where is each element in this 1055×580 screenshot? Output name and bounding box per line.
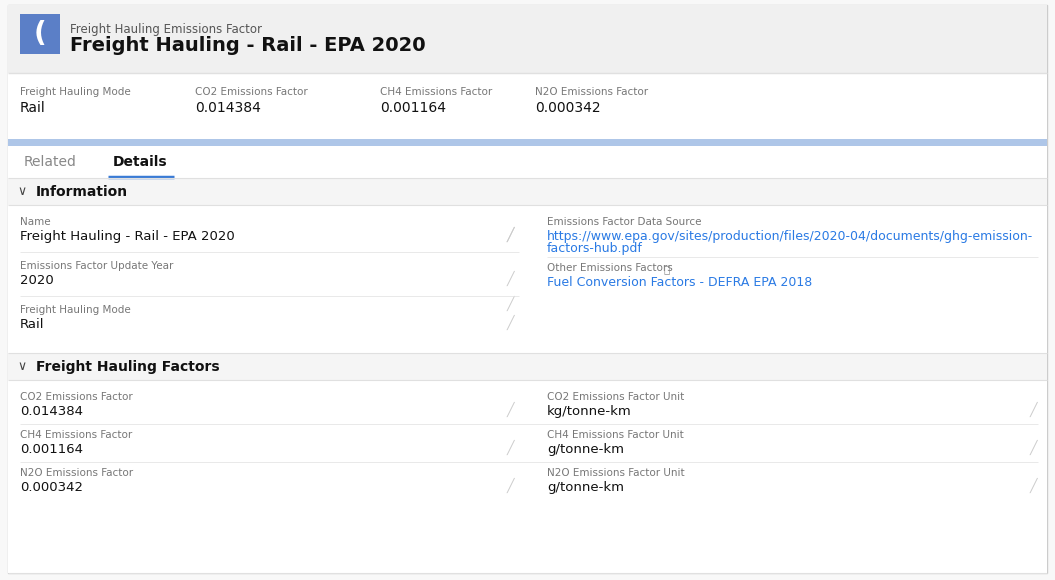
Text: Rail: Rail [20, 101, 45, 115]
Text: ╱: ╱ [507, 401, 515, 416]
Text: CO2 Emissions Factor: CO2 Emissions Factor [20, 392, 133, 402]
Text: ⓘ: ⓘ [663, 264, 669, 274]
Text: CH4 Emissions Factor: CH4 Emissions Factor [20, 430, 132, 440]
Text: Name: Name [20, 217, 51, 227]
Text: 0.014384: 0.014384 [20, 405, 83, 418]
Text: N2O Emissions Factor Unit: N2O Emissions Factor Unit [546, 468, 685, 478]
Text: ╱: ╱ [1030, 477, 1037, 492]
Text: factors-hub.pdf: factors-hub.pdf [546, 242, 642, 255]
Bar [8, 5, 1047, 73]
Bar [8, 73, 1047, 139]
Text: CH4 Emissions Factor Unit: CH4 Emissions Factor Unit [546, 430, 684, 440]
Text: Freight Hauling Mode: Freight Hauling Mode [20, 305, 131, 315]
Text: ╱: ╱ [1030, 401, 1037, 416]
Text: 0.001164: 0.001164 [20, 443, 83, 456]
Text: g/tonne-km: g/tonne-km [546, 443, 624, 456]
Bar [8, 205, 1047, 353]
Text: Freight Hauling Mode: Freight Hauling Mode [20, 87, 131, 97]
Text: Freight Hauling - Rail - EPA 2020: Freight Hauling - Rail - EPA 2020 [20, 230, 235, 243]
Text: 2020: 2020 [20, 274, 54, 287]
Text: CO2 Emissions Factor Unit: CO2 Emissions Factor Unit [546, 392, 685, 402]
Text: 0.001164: 0.001164 [380, 101, 446, 115]
Text: ╱: ╱ [507, 477, 515, 492]
Text: Information: Information [36, 184, 128, 198]
Text: CH4 Emissions Factor: CH4 Emissions Factor [380, 87, 493, 97]
Text: ╱: ╱ [507, 440, 515, 455]
Text: ╱: ╱ [1030, 440, 1037, 455]
Text: Freight Hauling Factors: Freight Hauling Factors [36, 360, 219, 374]
Text: Fuel Conversion Factors - DEFRA EPA 2018: Fuel Conversion Factors - DEFRA EPA 2018 [546, 276, 812, 289]
Text: Details: Details [113, 155, 168, 169]
Text: Emissions Factor Update Year: Emissions Factor Update Year [20, 261, 173, 271]
Text: Freight Hauling - Rail - EPA 2020: Freight Hauling - Rail - EPA 2020 [70, 36, 425, 55]
Text: ╱: ╱ [507, 270, 515, 285]
Text: 0.014384: 0.014384 [195, 101, 261, 115]
Text: 0.000342: 0.000342 [20, 481, 83, 494]
Bar [8, 380, 1047, 573]
Text: N2O Emissions Factor: N2O Emissions Factor [535, 87, 648, 97]
Text: ╱: ╱ [507, 314, 515, 329]
Text: ∨: ∨ [18, 360, 26, 373]
Text: N2O Emissions Factor: N2O Emissions Factor [20, 468, 133, 478]
Bar [20, 14, 60, 54]
Text: Other Emissions Factors: Other Emissions Factors [546, 263, 673, 273]
Bar [8, 178, 1047, 205]
Text: ╱: ╱ [507, 226, 515, 242]
Text: Freight Hauling Emissions Factor: Freight Hauling Emissions Factor [70, 23, 262, 36]
Text: 0.000342: 0.000342 [535, 101, 600, 115]
Text: ∨: ∨ [18, 185, 26, 198]
Text: Rail: Rail [20, 318, 44, 331]
Text: (: ( [34, 20, 46, 48]
Text: Related: Related [23, 155, 76, 169]
Text: CO2 Emissions Factor: CO2 Emissions Factor [195, 87, 308, 97]
Text: ╱: ╱ [507, 226, 515, 242]
Text: Emissions Factor Data Source: Emissions Factor Data Source [546, 217, 702, 227]
Text: kg/tonne-km: kg/tonne-km [546, 405, 632, 418]
Bar [8, 139, 1047, 146]
Text: g/tonne-km: g/tonne-km [546, 481, 624, 494]
Text: https://www.epa.gov/sites/production/files/2020-04/documents/ghg-emission-: https://www.epa.gov/sites/production/fil… [546, 230, 1033, 243]
Bar [8, 146, 1047, 178]
Bar [8, 353, 1047, 380]
Text: ╱: ╱ [507, 295, 515, 311]
